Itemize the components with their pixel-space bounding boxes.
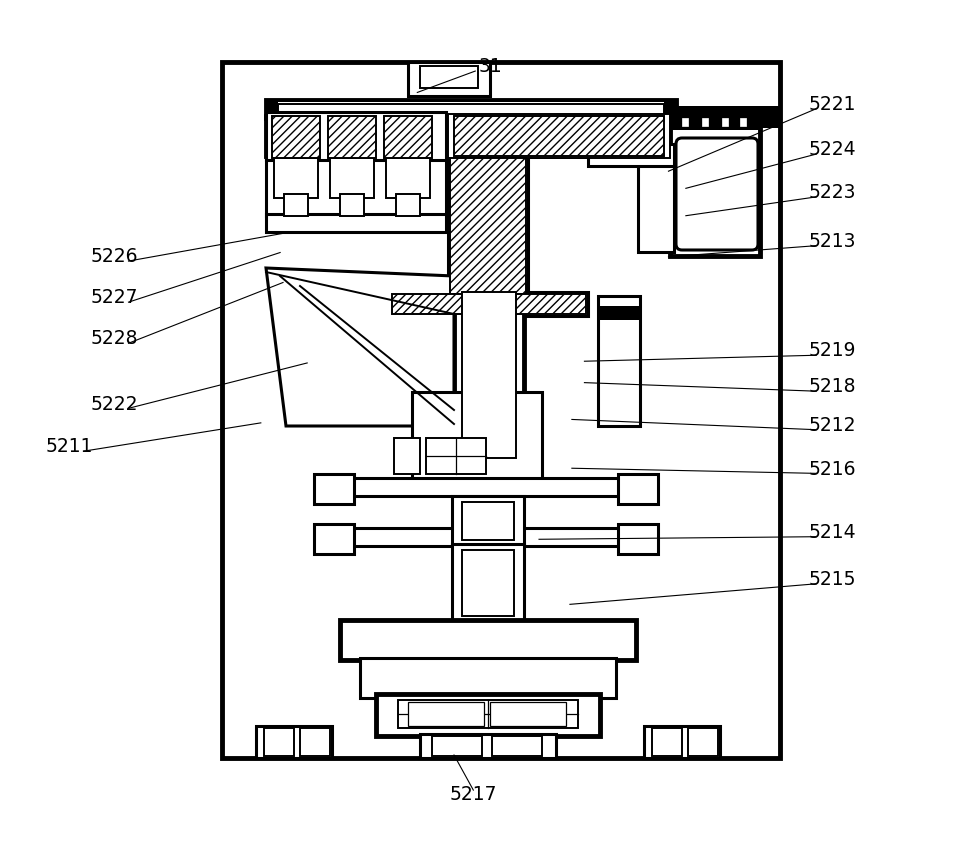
Bar bbox=[426, 438, 486, 474]
Bar bbox=[450, 158, 526, 294]
Bar bbox=[448, 114, 670, 158]
Bar bbox=[408, 62, 490, 96]
Text: 5215: 5215 bbox=[809, 570, 857, 589]
Text: 5218: 5218 bbox=[809, 377, 857, 396]
Text: 5222: 5222 bbox=[90, 395, 138, 413]
Bar bbox=[222, 62, 780, 758]
Bar bbox=[722, 118, 728, 126]
Bar bbox=[266, 116, 676, 156]
Bar bbox=[266, 112, 446, 160]
Text: 5223: 5223 bbox=[809, 183, 857, 202]
Bar bbox=[644, 726, 720, 758]
Bar bbox=[266, 100, 676, 118]
Bar bbox=[652, 728, 682, 756]
Bar bbox=[376, 694, 600, 736]
Bar bbox=[462, 502, 514, 540]
Bar bbox=[454, 116, 664, 156]
Bar bbox=[588, 144, 674, 166]
Bar bbox=[676, 106, 782, 128]
Bar bbox=[352, 528, 622, 546]
Bar bbox=[598, 306, 640, 320]
Text: 5228: 5228 bbox=[90, 330, 138, 348]
Bar bbox=[274, 158, 318, 198]
Bar bbox=[740, 118, 746, 126]
Bar bbox=[386, 158, 430, 198]
Bar bbox=[462, 292, 516, 458]
Bar bbox=[278, 118, 418, 154]
Bar bbox=[394, 438, 420, 474]
Bar bbox=[688, 728, 718, 756]
Bar bbox=[490, 702, 566, 726]
Bar bbox=[328, 116, 376, 158]
Bar bbox=[360, 658, 616, 698]
Bar bbox=[266, 112, 446, 160]
Bar bbox=[284, 194, 308, 216]
Bar bbox=[420, 734, 556, 758]
Bar bbox=[278, 102, 664, 116]
Bar bbox=[452, 544, 524, 622]
Text: 31: 31 bbox=[479, 57, 502, 76]
Bar bbox=[352, 478, 622, 496]
Bar bbox=[420, 66, 478, 88]
Bar bbox=[618, 524, 658, 554]
Bar bbox=[598, 296, 640, 426]
Text: 5213: 5213 bbox=[809, 232, 857, 251]
Bar bbox=[448, 156, 528, 296]
Bar bbox=[340, 194, 364, 216]
Text: 5221: 5221 bbox=[809, 95, 857, 114]
Bar bbox=[272, 116, 320, 158]
Text: 5214: 5214 bbox=[809, 523, 857, 542]
Bar bbox=[452, 496, 524, 546]
Bar bbox=[492, 736, 542, 756]
Bar bbox=[408, 702, 484, 726]
Bar bbox=[256, 726, 332, 758]
Text: 5217: 5217 bbox=[449, 785, 497, 804]
Text: 5226: 5226 bbox=[90, 247, 138, 266]
Text: 5212: 5212 bbox=[809, 416, 857, 435]
Bar bbox=[330, 158, 374, 198]
Bar bbox=[390, 292, 588, 316]
Bar bbox=[432, 736, 482, 756]
Bar bbox=[266, 214, 446, 232]
Text: 5211: 5211 bbox=[45, 437, 94, 456]
Text: 5216: 5216 bbox=[809, 460, 857, 479]
Text: 5227: 5227 bbox=[90, 288, 138, 307]
Bar bbox=[398, 700, 578, 728]
Bar bbox=[670, 126, 760, 256]
Text: 5219: 5219 bbox=[809, 342, 857, 360]
Bar bbox=[682, 118, 688, 126]
Bar bbox=[278, 104, 664, 116]
Polygon shape bbox=[266, 268, 454, 426]
Bar bbox=[340, 620, 636, 660]
FancyBboxPatch shape bbox=[676, 138, 758, 250]
Bar bbox=[454, 286, 524, 466]
Bar bbox=[670, 114, 762, 130]
Bar bbox=[384, 116, 432, 158]
Bar bbox=[314, 474, 354, 504]
Bar bbox=[300, 728, 330, 756]
Bar bbox=[266, 156, 446, 216]
Bar bbox=[396, 194, 420, 216]
Text: 5224: 5224 bbox=[809, 140, 857, 159]
Bar bbox=[314, 524, 354, 554]
Bar bbox=[264, 728, 294, 756]
Bar bbox=[702, 118, 708, 126]
Bar bbox=[618, 474, 658, 504]
Bar bbox=[462, 550, 514, 616]
Bar bbox=[412, 392, 542, 482]
Bar bbox=[638, 152, 674, 252]
Bar bbox=[392, 294, 586, 314]
